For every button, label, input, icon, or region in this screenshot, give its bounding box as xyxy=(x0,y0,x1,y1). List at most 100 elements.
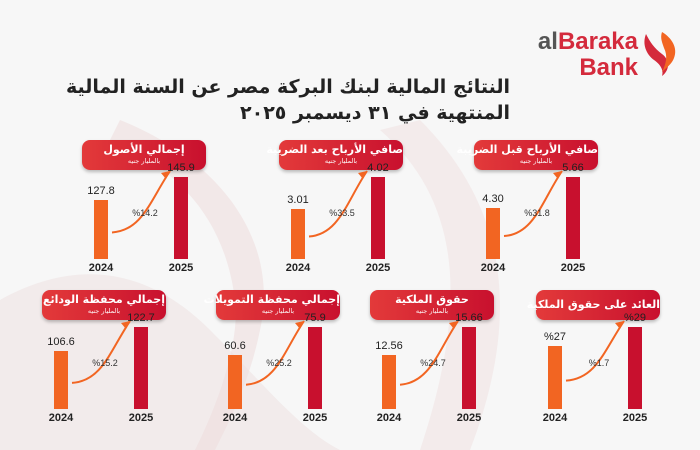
bar-2025 xyxy=(462,327,476,409)
logo-al-text: al xyxy=(537,28,558,55)
bar-chart-svg xyxy=(382,320,476,409)
growth-arrow-icon xyxy=(111,170,171,234)
year-label-2025: 2025 xyxy=(168,262,194,274)
chart-deposit-portfolio: إجمالي محفظة الودائع بالمليار جنيه 106.6 12… xyxy=(42,290,202,440)
year-label-2025: 2025 xyxy=(128,412,154,424)
value-label-2025: 15.66 xyxy=(455,312,483,324)
chart-title-pill: صافي الأرباح قبل الضريبة بالمليار جنيه xyxy=(456,140,598,170)
growth-arrow-icon xyxy=(71,320,131,384)
growth-arrow-icon xyxy=(308,170,368,238)
bar-2025 xyxy=(628,327,642,409)
bar-2024 xyxy=(382,355,396,409)
growth-arrow-icon xyxy=(565,320,625,382)
year-label-2025: 2025 xyxy=(302,412,328,424)
change-percent-label: %15.2 xyxy=(92,358,118,369)
albaraka-logo: alBaraka Bank xyxy=(512,30,682,90)
title-line-2: المنتهية في ٣١ ديسمبر ٢٠٢٥ xyxy=(240,102,510,124)
change-percent-label: %31.8 xyxy=(524,208,550,219)
year-label-2024: 2024 xyxy=(285,262,311,274)
arrow-head-icon xyxy=(121,321,130,329)
bar-2025 xyxy=(174,177,188,259)
value-label-2024: %27 xyxy=(543,331,567,343)
bar-2024 xyxy=(548,346,562,409)
chart-title: إجمالي محفظة الودائع xyxy=(42,293,166,306)
change-percent-label: %25.2 xyxy=(266,358,292,369)
value-label-2024: 60.6 xyxy=(224,340,246,352)
bar-2024 xyxy=(94,200,108,259)
value-label-2025: %29 xyxy=(623,312,647,324)
year-label-2024: 2024 xyxy=(48,412,74,424)
bar-2025 xyxy=(308,327,322,409)
year-label-2024: 2024 xyxy=(222,412,248,424)
chart-title: إجمالي الأصول xyxy=(103,143,185,156)
chart-net-profit-after-tax: صافي الأرباح بعد الضريبة بالمليار جنيه 3.0… xyxy=(266,140,439,290)
value-label-2024: 3.01 xyxy=(287,194,309,206)
chart-title-pill: حقوق الملكية بالمليار جنيه xyxy=(370,290,494,320)
value-label-2025: 145.9 xyxy=(167,162,195,174)
albaraka-mark-icon xyxy=(644,32,676,76)
arrow-head-icon xyxy=(615,321,624,329)
bar-2025 xyxy=(566,177,580,259)
value-label-2025: 4.02 xyxy=(367,162,389,174)
logo-bank-text: Bank xyxy=(579,54,638,81)
change-percent-label: %1.7 xyxy=(588,358,610,369)
page-title: النتائج المالية لبنك البركة مصر عن السنة… xyxy=(40,74,510,126)
bar-2024 xyxy=(228,355,242,409)
chart-title-pill: إجمالي محفظة الودائع بالمليار جنيه xyxy=(42,290,166,320)
chart-title-pill: العائد على حقوق الملكية xyxy=(526,290,660,320)
chart-unit: بالمليار جنيه xyxy=(261,307,295,315)
chart-title: إجمالي محفظة التمويلات xyxy=(203,293,340,306)
chart-return-on-equity: العائد على حقوق الملكية %27 %29 %1.7 2024 202… xyxy=(526,290,696,440)
chart-title: صافي الأرباح قبل الضريبة xyxy=(456,143,598,156)
chart-title: العائد على حقوق الملكية xyxy=(526,298,660,311)
bar-2024 xyxy=(486,208,500,259)
bar-chart-svg xyxy=(228,320,322,409)
year-label-2025: 2025 xyxy=(365,262,391,274)
bar-2024 xyxy=(54,351,68,409)
chart-financing-portfolio: إجمالي محفظة التمويلات بالمليار جنيه 60.6 7… xyxy=(203,290,376,440)
chart-total-assets: إجمالي الأصول بالمليار جنيه 127.8 145.9 %14.… xyxy=(82,140,242,290)
year-label-2024: 2024 xyxy=(376,412,402,424)
value-label-2024: 12.56 xyxy=(375,340,403,352)
chart-title-pill: صافي الأرباح بعد الضريبة بالمليار جنيه xyxy=(266,140,403,170)
bar-chart-svg xyxy=(94,170,188,259)
growth-arrow-icon xyxy=(245,320,305,386)
chart-equity: حقوق الملكية بالمليار جنيه 12.56 15.66 %24.7… xyxy=(370,290,530,440)
value-label-2025: 122.7 xyxy=(127,312,155,324)
value-label-2024: 4.30 xyxy=(482,193,504,205)
year-label-2025: 2025 xyxy=(622,412,648,424)
logo-baraka-text: Baraka xyxy=(557,28,638,55)
year-label-2024: 2024 xyxy=(480,262,506,274)
value-label-2025: 75.9 xyxy=(304,312,326,324)
arrow-head-icon xyxy=(295,321,304,329)
chart-title: صافي الأرباح بعد الضريبة xyxy=(266,143,403,156)
bar-chart-svg xyxy=(291,170,385,259)
chart-unit: بالمليار جنيه xyxy=(519,157,553,165)
bar-chart-svg xyxy=(486,170,580,259)
title-line-1: النتائج المالية لبنك البركة مصر عن السنة… xyxy=(65,76,510,98)
value-label-2024: 106.6 xyxy=(47,336,75,348)
year-label-2025: 2025 xyxy=(456,412,482,424)
chart-title-pill: إجمالي الأصول بالمليار جنيه xyxy=(82,140,206,170)
chart-title: حقوق الملكية xyxy=(395,293,469,306)
bar-2025 xyxy=(371,177,385,259)
value-label-2025: 5.66 xyxy=(562,162,584,174)
chart-unit: بالمليار جنيه xyxy=(87,307,121,315)
bar-2025 xyxy=(134,327,148,409)
chart-net-profit-before-tax: صافي الأرباح قبل الضريبة بالمليار جنيه 4.3… xyxy=(456,140,634,290)
chart-unit: بالمليار جنيه xyxy=(415,307,449,315)
arrow-head-icon xyxy=(358,171,367,179)
year-label-2024: 2024 xyxy=(88,262,114,274)
growth-arrow-icon xyxy=(399,320,459,386)
arrow-head-icon xyxy=(553,171,562,179)
bar-chart-svg xyxy=(54,320,148,409)
bar-chart-svg xyxy=(548,320,642,409)
growth-arrow-icon xyxy=(503,170,563,238)
change-percent-label: %24.7 xyxy=(420,358,446,369)
bar-2024 xyxy=(291,209,305,259)
chart-unit: بالمليار جنيه xyxy=(127,157,161,165)
chart-unit: بالمليار جنيه xyxy=(324,157,358,165)
arrow-head-icon xyxy=(161,171,170,179)
year-label-2024: 2024 xyxy=(542,412,568,424)
chart-title-pill: إجمالي محفظة التمويلات بالمليار جنيه xyxy=(203,290,340,320)
